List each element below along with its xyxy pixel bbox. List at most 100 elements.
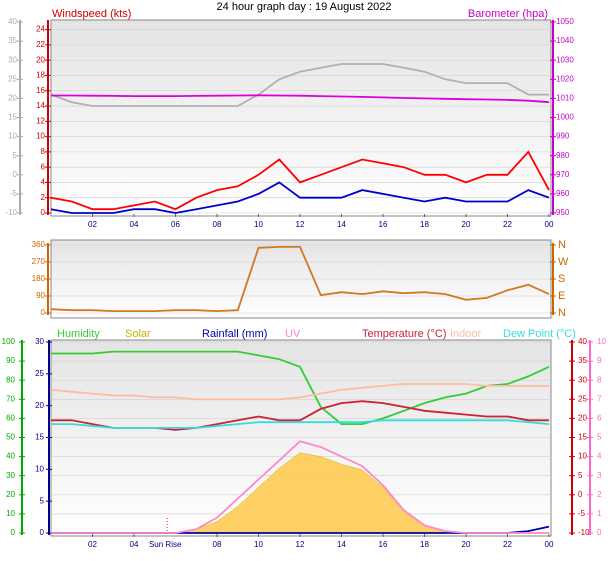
y-tick-label: 1030 xyxy=(556,55,574,64)
y-tick-label: 180 xyxy=(32,274,46,283)
series-line xyxy=(50,181,550,214)
x-tick-label: 16 xyxy=(379,220,388,229)
y-tick-label: 960 xyxy=(556,189,570,198)
y-tick-label: 30 xyxy=(6,471,15,480)
y-tick-label: 0 xyxy=(41,308,46,317)
y-tick-label: 980 xyxy=(556,151,570,160)
x-tick-label: 20 xyxy=(462,540,471,549)
y-tick-label: 9 xyxy=(597,356,602,365)
y-tick-label: 0 xyxy=(41,208,46,217)
y-tick-label: 10 xyxy=(597,337,606,346)
y-tick-label: 40 xyxy=(8,17,17,26)
y-tick-label: 2 xyxy=(597,490,602,499)
axis-label: Windspeed (kts) xyxy=(52,8,131,20)
legend-label: Indoor xyxy=(450,328,482,340)
y-tick-label: 80 xyxy=(6,375,15,384)
y-tick-label: 5 xyxy=(578,471,583,480)
y-tick-label: 6 xyxy=(597,414,602,423)
series-line xyxy=(50,383,549,401)
y-tick-label: 25 xyxy=(578,394,587,403)
x-tick-label: 18 xyxy=(420,220,429,229)
y-tick-label: 30 xyxy=(578,375,587,384)
series-line xyxy=(50,150,550,211)
y-tick-label: -5 xyxy=(578,509,586,518)
y-tick-label: 1010 xyxy=(556,94,574,103)
y-tick-label: 970 xyxy=(556,170,570,179)
y-tick-label: 16 xyxy=(36,86,45,95)
y-tick-label: -10 xyxy=(5,208,17,217)
y-tick-label: 22 xyxy=(36,40,45,49)
series-line xyxy=(51,419,550,429)
y-tick-label: 20 xyxy=(36,55,45,64)
x-tick-label: 00 xyxy=(545,220,554,229)
y-tick-label: 20 xyxy=(35,401,44,410)
x-tick-label: 06 xyxy=(171,220,180,229)
x-tick-label: 12 xyxy=(296,540,305,549)
y-tick-label: 4 xyxy=(41,178,46,187)
y-tick-label: 0 xyxy=(40,528,45,537)
y-tick-label: N xyxy=(558,239,566,251)
y-tick-label: 15 xyxy=(35,433,44,442)
x-tick-label: 02 xyxy=(88,540,97,549)
axis-label: Barometer (hpa) xyxy=(468,8,548,20)
x-tick-label: 08 xyxy=(213,220,222,229)
y-tick-label: 14 xyxy=(36,101,45,110)
y-tick-label: 35 xyxy=(8,36,17,45)
y-tick-label: 7 xyxy=(597,394,602,403)
x-tick-label: 04 xyxy=(130,540,139,549)
series-line xyxy=(50,246,550,313)
y-tick-label: 10 xyxy=(36,132,45,141)
series-line xyxy=(50,63,549,107)
y-tick-label: 0 xyxy=(11,528,16,537)
x-tick-label: 08 xyxy=(213,540,222,549)
x-tick-label: 10 xyxy=(254,220,263,229)
y-tick-label: 6 xyxy=(41,162,46,171)
legend-label: Solar xyxy=(125,328,151,340)
y-tick-label: 1000 xyxy=(556,113,574,122)
y-tick-label: 24 xyxy=(36,25,45,34)
y-tick-label: E xyxy=(558,290,565,302)
x-tick-label: 18 xyxy=(420,540,429,549)
y-tick-label: 25 xyxy=(8,74,17,83)
x-tick-label: 00 xyxy=(545,540,554,549)
y-tick-label: 70 xyxy=(6,394,15,403)
y-tick-label: 20 xyxy=(6,490,15,499)
y-tick-label: 100 xyxy=(2,337,16,346)
x-tick-label: 22 xyxy=(503,220,512,229)
x-tick-label: 20 xyxy=(462,220,471,229)
x-tick-label: 14 xyxy=(337,220,346,229)
y-tick-label: 3 xyxy=(597,471,602,480)
legend-label: Dew Point (°C) xyxy=(503,328,576,340)
y-tick-label: 1 xyxy=(597,509,602,518)
y-tick-label: 30 xyxy=(8,55,17,64)
annotation: Sun Rise xyxy=(149,540,182,549)
series-line xyxy=(51,350,550,425)
y-tick-label: 10 xyxy=(6,509,15,518)
x-tick-label: 14 xyxy=(337,540,346,549)
y-tick-label: 950 xyxy=(556,208,570,217)
y-tick-label: W xyxy=(558,256,569,268)
x-tick-label: 16 xyxy=(379,540,388,549)
y-tick-label: 15 xyxy=(578,433,587,442)
legend-label: Temperature (°C) xyxy=(362,328,446,340)
y-tick-label: 10 xyxy=(8,132,17,141)
y-tick-label: 12 xyxy=(36,116,45,125)
y-tick-label: 10 xyxy=(578,452,587,461)
y-tick-label: 60 xyxy=(6,414,15,423)
chart-title: 24 hour graph day : 19 August 2022 xyxy=(217,1,392,13)
series-line xyxy=(51,94,550,104)
y-tick-label: 990 xyxy=(556,132,570,141)
y-tick-label: 20 xyxy=(8,94,17,103)
x-tick-label: 22 xyxy=(503,540,512,549)
y-tick-label: 0 xyxy=(597,528,602,537)
y-tick-label: N xyxy=(558,307,566,319)
y-tick-label: 8 xyxy=(41,147,46,156)
y-tick-label: 1040 xyxy=(556,36,574,45)
y-tick-label: 0 xyxy=(13,170,18,179)
y-tick-label: 5 xyxy=(597,433,602,442)
legend-label: Humidity xyxy=(57,328,100,340)
y-tick-label: -5 xyxy=(10,189,18,198)
y-tick-label: 5 xyxy=(13,151,18,160)
y-tick-label: 30 xyxy=(35,337,44,346)
